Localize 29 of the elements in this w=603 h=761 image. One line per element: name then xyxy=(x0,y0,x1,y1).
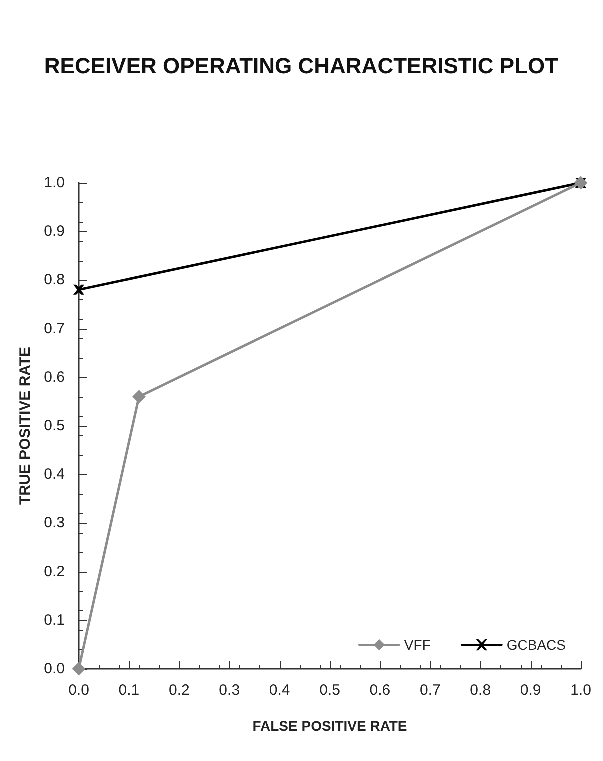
x-tick-label: 0.7 xyxy=(420,682,441,699)
x-tick-label: 0.9 xyxy=(520,682,542,699)
x-tick-label: 0.5 xyxy=(320,682,340,699)
x-tick-label: 0.8 xyxy=(470,682,492,699)
x-axis-title: FALSE POSITIVE RATE xyxy=(252,718,408,734)
x-tick-label: 0.2 xyxy=(168,682,190,699)
chart-title: RECEIVER OPERATING CHARACTERISTIC PLOT xyxy=(44,54,560,78)
y-tick-label: 1.0 xyxy=(44,174,65,192)
x-tick-label: 0.6 xyxy=(370,682,391,699)
y-tick-label: 0.5 xyxy=(44,418,65,434)
legend-label: VFF xyxy=(404,637,431,653)
legend-label: GCBACS xyxy=(506,637,566,653)
x-tick-label: 0.1 xyxy=(118,682,140,699)
y-tick-label: 0.3 xyxy=(44,514,65,532)
y-tick-label: 0.4 xyxy=(44,466,65,484)
y-tick-label: 0.0 xyxy=(44,660,65,678)
x-tick-label: 0.0 xyxy=(68,682,90,699)
point xyxy=(74,284,84,295)
y-tick-label: 0.1 xyxy=(44,612,65,629)
y-tick-label: 0.8 xyxy=(44,272,65,289)
y-tick-label: 0.9 xyxy=(44,223,65,240)
x-tick-label: 1.0 xyxy=(570,682,592,699)
y-axis-title: TRUE POSITIVE RATE xyxy=(17,346,34,506)
y-tick-label: 0.6 xyxy=(44,368,65,386)
point xyxy=(132,390,146,404)
y-tick-label: 0.2 xyxy=(44,563,65,580)
x-tick-label: 0.3 xyxy=(219,682,240,699)
x-tick-label: 0.4 xyxy=(269,682,290,699)
y-tick-label: 0.7 xyxy=(44,320,65,338)
